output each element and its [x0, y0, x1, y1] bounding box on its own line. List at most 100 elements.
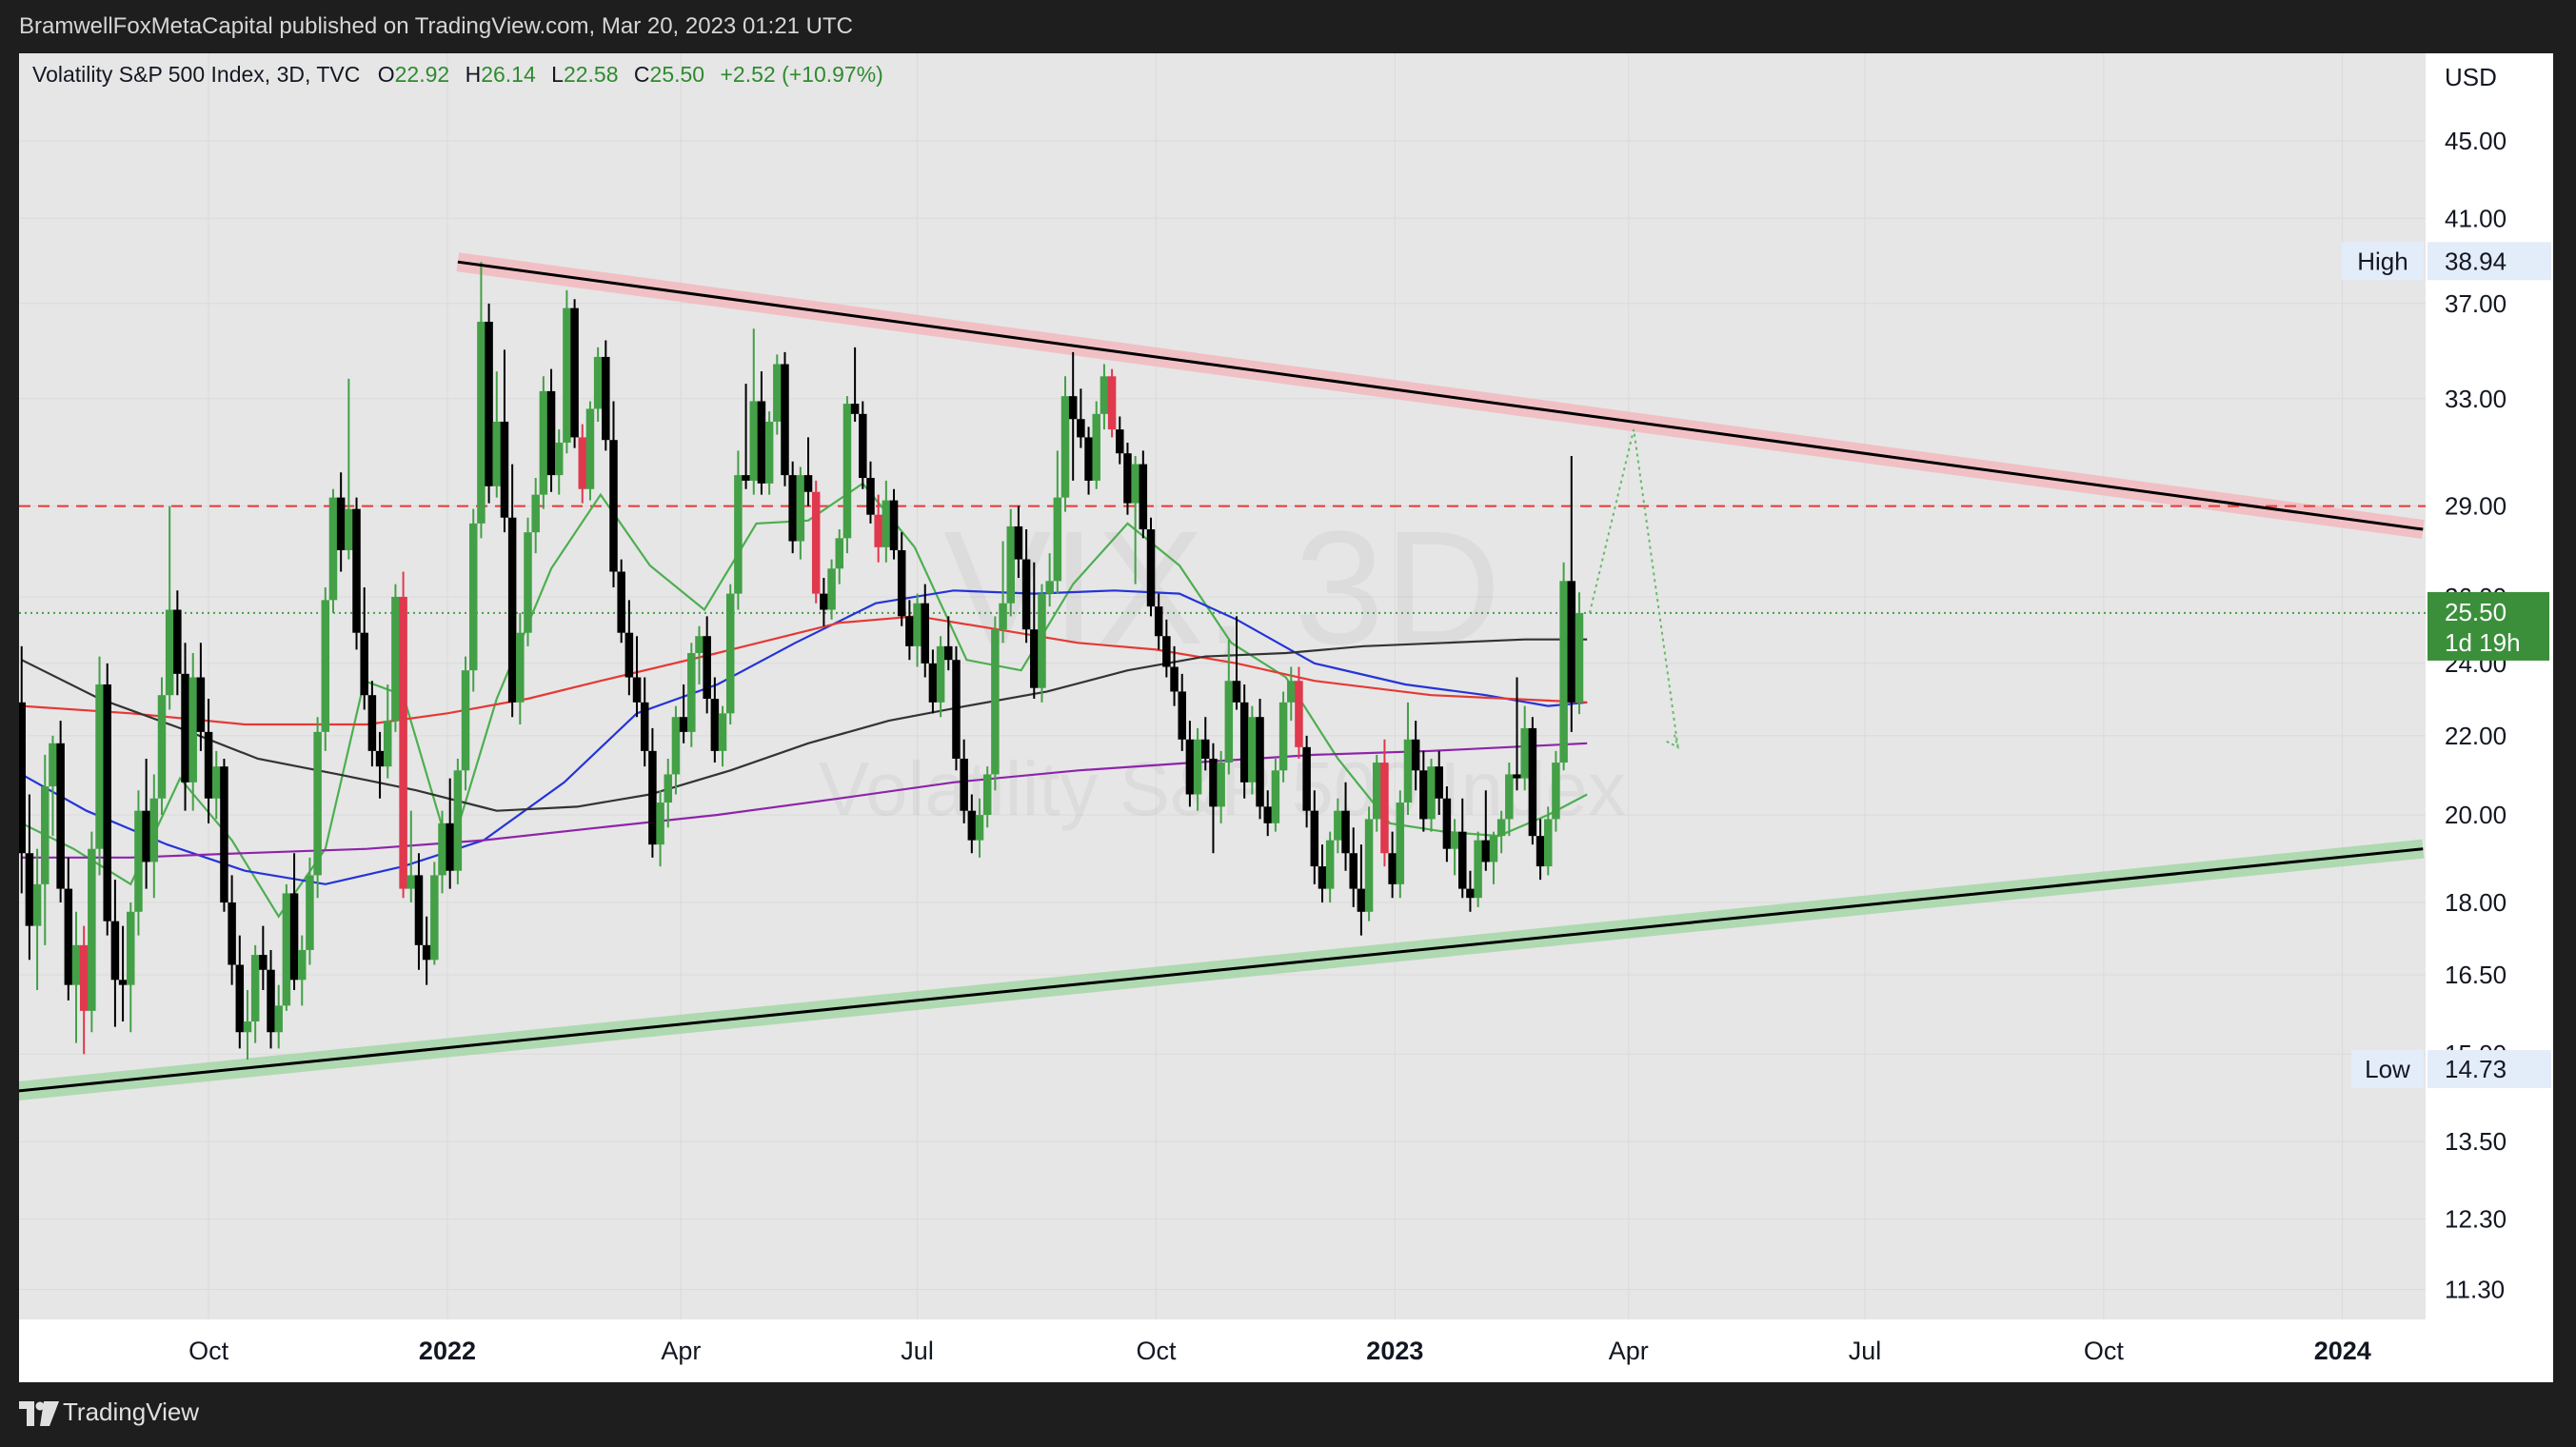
candle-body — [32, 883, 42, 926]
candle — [1496, 810, 1506, 854]
candle — [1575, 592, 1584, 715]
candle — [609, 401, 618, 587]
candle — [267, 949, 275, 1049]
candle-body — [1466, 888, 1475, 899]
candle — [671, 705, 681, 795]
price-tick-label: 37.00 — [2445, 289, 2507, 318]
candle-body — [1373, 763, 1381, 820]
candle-body — [648, 750, 657, 845]
candle — [204, 699, 213, 823]
candle — [1232, 616, 1241, 710]
candle — [531, 478, 540, 554]
candle — [274, 984, 283, 1049]
candle-body — [1038, 593, 1046, 688]
projection-arrow[interactable] — [1588, 428, 1680, 749]
candle — [1396, 790, 1405, 899]
price-tick-label: 18.00 — [2445, 888, 2507, 917]
candle — [1278, 691, 1288, 783]
candle — [446, 778, 454, 889]
candle-body — [212, 766, 221, 799]
candle — [1092, 401, 1100, 489]
candles[interactable] — [17, 262, 1584, 1060]
projection-arrowhead — [1666, 733, 1680, 749]
high-marker-label-box — [2342, 242, 2424, 281]
candle — [1139, 450, 1148, 539]
candle-body — [321, 600, 330, 732]
price-tick-label: 45.00 — [2445, 127, 2507, 155]
candle-body — [928, 663, 938, 703]
candle-body — [749, 401, 759, 481]
candle — [1528, 717, 1537, 845]
candle — [1162, 619, 1171, 678]
candle-body — [609, 440, 618, 572]
tradingview-logo-icon — [19, 1401, 59, 1426]
candle — [345, 378, 353, 560]
candle — [617, 559, 625, 644]
candle-body — [1021, 559, 1031, 630]
plot-area[interactable] — [19, 53, 2426, 1319]
candle-body — [243, 1021, 252, 1033]
candle-body — [1325, 840, 1335, 889]
candlestick-chart[interactable]: VIX, 3D Volatility S&P 500 Index 45.00 41… — [0, 53, 2553, 1319]
projection-path — [1588, 428, 1679, 747]
legend-c-label: C — [634, 62, 650, 87]
candle-body — [399, 596, 407, 889]
candle — [250, 944, 260, 1043]
candle-body — [1224, 681, 1234, 763]
candle — [196, 643, 206, 751]
candle-body — [360, 632, 368, 696]
candle-body — [438, 823, 446, 876]
candle-body — [1107, 376, 1117, 430]
candle-body — [446, 823, 454, 871]
legend-o-value: 22.92 — [395, 62, 450, 87]
candle — [485, 303, 493, 504]
candle-body — [781, 364, 789, 476]
candle-body — [181, 673, 189, 783]
candle — [1256, 699, 1264, 820]
candle — [866, 461, 875, 524]
candle-body — [282, 893, 291, 1006]
candle-body — [1162, 636, 1171, 667]
candle-body — [500, 421, 509, 518]
candle — [554, 429, 564, 495]
candle-body — [718, 713, 727, 751]
candle-body — [173, 609, 182, 674]
candle — [921, 584, 929, 678]
last-price-value: 25.50 — [2445, 598, 2507, 626]
candle — [632, 636, 642, 718]
candle-body — [952, 660, 961, 759]
candle — [220, 758, 228, 912]
candle-body — [1263, 806, 1272, 823]
candle — [500, 349, 509, 533]
price-tick-label: 16.50 — [2445, 961, 2507, 989]
candle — [1310, 790, 1319, 884]
candle — [578, 424, 587, 504]
candle-body — [477, 321, 485, 524]
trendlines[interactable] — [0, 260, 2424, 1095]
ohlc-legend: Volatility S&P 500 Index, 3D, TVC O22.92… — [32, 62, 883, 87]
candle-body — [1474, 840, 1482, 899]
candle-body — [1170, 666, 1179, 692]
candle-body — [383, 721, 392, 767]
candle-body — [1131, 464, 1139, 504]
candle-body — [531, 494, 540, 533]
candle-body — [796, 475, 805, 542]
time-tick-label: 2023 — [1366, 1337, 1423, 1365]
candle — [165, 505, 174, 710]
candle — [1341, 782, 1350, 871]
candle-body — [453, 770, 463, 871]
candle — [1263, 790, 1272, 837]
candle — [173, 590, 182, 696]
candle-body — [773, 364, 782, 422]
chart-frame[interactable]: VIX, 3D Volatility S&P 500 Index 45.00 41… — [0, 53, 2553, 1319]
candle — [110, 880, 120, 1027]
candle-body — [835, 538, 844, 569]
candle-body — [1513, 774, 1521, 779]
candle — [524, 517, 532, 646]
time-axis-strip[interactable]: Oct 2022 Apr Jul Oct 2023 Apr Jul Oct 2024 — [19, 1319, 2553, 1382]
candle-body — [375, 750, 385, 767]
candle — [1038, 584, 1046, 703]
candle — [585, 401, 595, 501]
candle-body — [1318, 866, 1327, 889]
